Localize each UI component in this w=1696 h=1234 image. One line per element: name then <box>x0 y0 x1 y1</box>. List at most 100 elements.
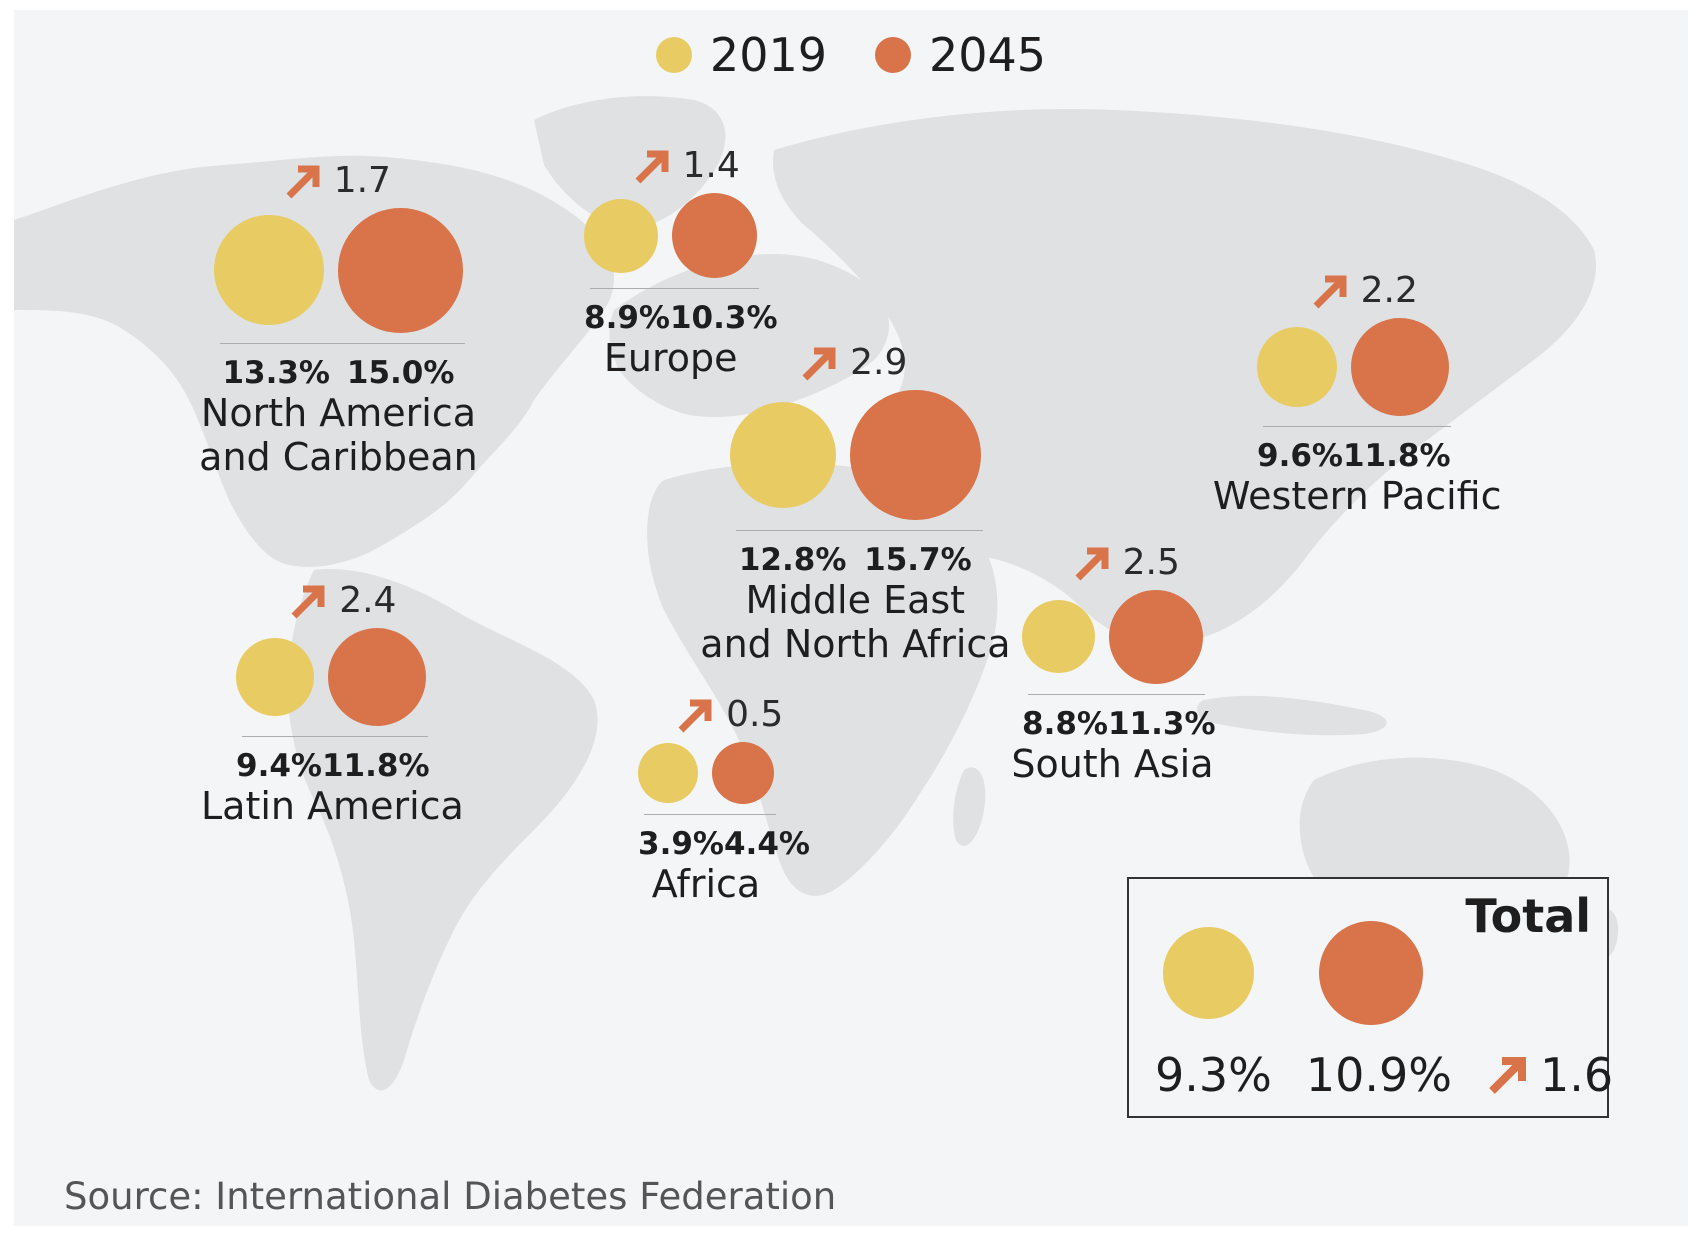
region-name: Africa <box>651 862 761 906</box>
total-box: Total 9.3% 10.9% 1.6 <box>1127 877 1613 1118</box>
arrow-up-right-icon <box>1489 1057 1527 1094</box>
region-increase: 2.4 <box>339 580 397 621</box>
legend-item-2019: 2019 <box>655 28 827 82</box>
landmass-islands <box>1197 695 1387 736</box>
region-percentages: 13.3% 15.0% <box>214 355 463 391</box>
region-circles <box>1022 590 1203 684</box>
region-divider <box>590 288 760 290</box>
region-name: Latin America <box>200 783 464 828</box>
circle-2019 <box>236 637 315 716</box>
arrow-up-right-icon <box>635 150 669 183</box>
region-divider <box>220 342 465 344</box>
circle-2019 <box>638 743 698 803</box>
circle-2019 <box>214 215 325 326</box>
region-increase: 1.7 <box>333 160 391 201</box>
circle-2045 <box>1109 590 1203 684</box>
circle-2045 <box>1350 318 1449 416</box>
legend-label: 2019 <box>709 28 827 82</box>
region-percentages: 9.6% 11.8% <box>1257 437 1451 474</box>
circle-2045 <box>328 628 426 726</box>
total-circle-2045 <box>1319 920 1424 1026</box>
pct-2045: 4.4% <box>723 826 810 862</box>
region-change: 0.5 <box>676 694 783 735</box>
region-increase: 1.4 <box>682 145 740 186</box>
region-name: Western Pacific <box>1212 473 1502 518</box>
total-change: 1.6 <box>1486 1048 1613 1102</box>
arrow-up-right-icon <box>291 585 325 618</box>
region-percentages: 9.4% 11.8% <box>236 747 430 784</box>
total-values: 9.3% 10.9% 1.6 <box>1155 1048 1613 1102</box>
landmass-africa <box>647 463 998 896</box>
landmass-north-america <box>14 155 614 567</box>
region-divider <box>644 814 776 815</box>
region-percentages: 12.8% 15.7% <box>730 542 981 578</box>
region-change: 1.7 <box>284 160 391 201</box>
region-change: 2.5 <box>1073 542 1180 583</box>
region-change: 1.4 <box>633 145 740 186</box>
circle-2045 <box>712 742 774 804</box>
landmass-madagascar <box>953 767 986 846</box>
pct-2045: 11.8% <box>321 747 430 784</box>
legend-swatch <box>655 37 692 73</box>
world-map-background <box>14 96 1619 1091</box>
total-pct-2019: 9.3% <box>1155 1048 1272 1102</box>
region-percentages: 3.9% 4.4% <box>638 826 810 862</box>
pct-2019: 3.9% <box>638 826 724 862</box>
legend-item-2045: 2045 <box>875 28 1046 82</box>
landmass-greenland <box>534 96 726 228</box>
pct-2045: 10.3% <box>669 300 778 337</box>
circle-2019 <box>1257 327 1337 407</box>
region-name: South Asia <box>1011 741 1214 786</box>
region-percentages: 8.9% 10.3% <box>584 300 778 337</box>
region-increase: 2.5 <box>1122 542 1180 583</box>
circle-2045 <box>671 193 758 279</box>
circle-2019 <box>584 198 658 273</box>
legend-label: 2045 <box>929 28 1047 82</box>
pct-2019: 9.4% <box>236 747 322 784</box>
region-increase: 2.2 <box>1360 270 1418 311</box>
region-divider <box>242 735 428 737</box>
map-frame: 2019 2045 1.7 13.3% 15.0% North America and … <box>14 10 1688 1226</box>
region-circles <box>730 390 981 521</box>
circle-2045 <box>850 390 981 521</box>
pct-2045: 11.3% <box>1107 705 1216 742</box>
arrow-up-right-icon <box>286 165 320 198</box>
total-circle-2019 <box>1163 927 1255 1019</box>
region-increase: 0.5 <box>726 694 784 735</box>
legend-swatch <box>875 37 911 73</box>
circle-2019 <box>1022 600 1096 674</box>
arrow-up-right-icon <box>1313 275 1347 308</box>
pct-2019: 13.3% <box>222 354 330 391</box>
pct-2019: 8.8% <box>1022 705 1108 742</box>
pct-2045: 15.0% <box>346 354 455 391</box>
region-circles <box>638 742 774 804</box>
region-divider <box>1028 693 1205 695</box>
region-name: North America and Caribbean <box>199 390 478 479</box>
pct-2019: 8.9% <box>584 300 670 337</box>
circle-2019 <box>730 402 837 509</box>
total-title: Total <box>1465 889 1591 943</box>
region-divider <box>736 530 983 532</box>
region-name: Middle East and North Africa <box>700 578 1011 667</box>
region-percentages: 8.8% 11.3% <box>1022 705 1216 742</box>
pct-2045: 15.7% <box>864 542 972 579</box>
region-circles <box>584 193 758 279</box>
pct-2019: 9.6% <box>1257 437 1343 474</box>
region-circles <box>1257 318 1449 416</box>
landmass-asia <box>773 109 1596 644</box>
landmass-europe <box>609 254 889 417</box>
source-note: Source: International Diabetes Federatio… <box>64 1175 837 1218</box>
region-change: 2.9 <box>800 342 907 383</box>
pct-2019: 12.8% <box>738 542 847 579</box>
circle-2045 <box>338 208 463 333</box>
region-change: 2.4 <box>289 580 396 621</box>
pct-2045: 11.8% <box>1342 437 1451 474</box>
arrow-up-right-icon <box>1075 547 1109 580</box>
region-divider <box>1263 425 1451 427</box>
arrow-up-right-icon <box>802 347 836 380</box>
region-increase: 2.9 <box>850 342 908 383</box>
region-name: Europe <box>603 336 738 381</box>
total-increase: 1.6 <box>1540 1048 1614 1102</box>
total-pct-2045: 10.9% <box>1305 1048 1453 1102</box>
region-circles <box>236 628 426 726</box>
